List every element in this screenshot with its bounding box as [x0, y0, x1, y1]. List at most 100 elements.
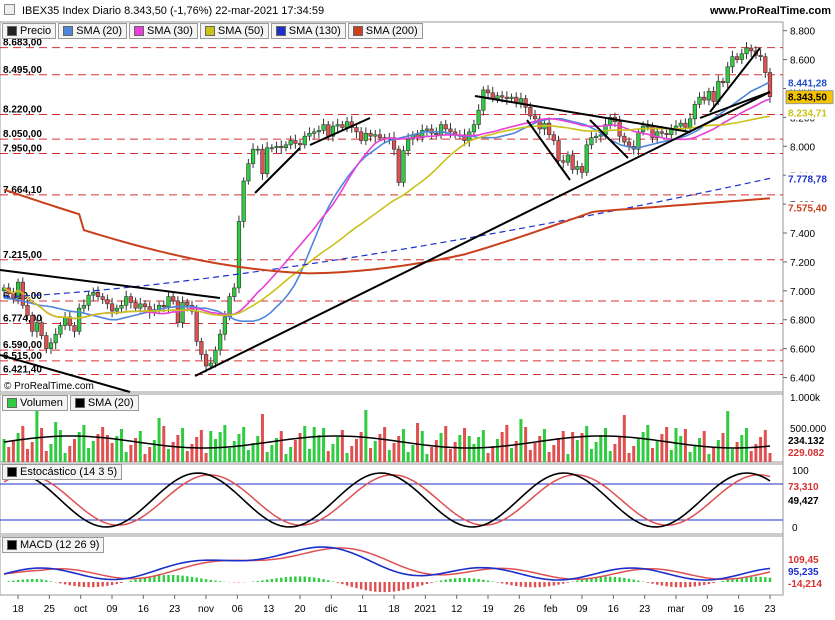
macd-histogram-bar: [416, 582, 419, 587]
macd-histogram-bar: [637, 580, 640, 582]
candle: [326, 124, 331, 137]
sma200-line: [3, 188, 771, 275]
candle: [67, 316, 72, 326]
volume-bar: [166, 449, 170, 462]
volume-bar: [651, 448, 655, 462]
macd-histogram-bar: [289, 576, 292, 582]
macd-histogram-bar: [322, 579, 325, 582]
volume-bar: [275, 438, 279, 462]
volume-bar: [618, 437, 622, 462]
candle: [312, 131, 317, 134]
macd-histogram-bar: [312, 577, 316, 582]
candle: [297, 143, 303, 146]
volume-bar: [171, 442, 175, 462]
volume-bar: [754, 444, 758, 462]
candle: [504, 96, 509, 99]
volume-bar: [505, 425, 509, 462]
macd-histogram-bar: [740, 577, 744, 582]
macd-histogram-bar: [129, 580, 133, 582]
macd-histogram-bar: [209, 579, 212, 582]
candle: [561, 160, 566, 163]
volume-bar: [138, 431, 142, 462]
collapse-toggle-icon[interactable]: [4, 4, 15, 15]
macd-histogram-bar: [712, 582, 715, 584]
macd-histogram-bar: [491, 581, 494, 582]
macd-histogram-bar: [768, 577, 772, 582]
volume-bar: [575, 440, 579, 462]
volume-bar: [25, 449, 29, 462]
price-legend-item[interactable]: SMA (30): [129, 23, 198, 39]
volume-legend: Volumen SMA (20): [2, 395, 141, 411]
candle: [688, 118, 693, 128]
macd-histogram-bar: [500, 582, 504, 584]
macd-histogram-bar: [529, 582, 532, 588]
stoch-axis-label: 0: [792, 523, 798, 534]
candle: [622, 135, 627, 143]
x-axis-label: 18: [12, 604, 24, 615]
price-legend-item[interactable]: SMA (50): [199, 23, 269, 39]
candle: [443, 124, 448, 130]
chart-header: IBEX35 Index Diario 8.343,50 (-1,76%) 22…: [0, 0, 835, 22]
volume-bar: [91, 441, 95, 462]
candle: [58, 325, 63, 335]
volume-legend-item[interactable]: Volumen: [2, 395, 68, 411]
x-axis-label: 20: [294, 604, 306, 615]
candle: [594, 135, 599, 138]
candle: [448, 128, 453, 133]
candle: [269, 147, 274, 150]
volume-legend-item[interactable]: SMA (20): [69, 395, 139, 411]
stoch-legend-item[interactable]: Estocástico (14 3 5): [2, 464, 123, 480]
legend-swatch-icon: [7, 540, 17, 550]
volume-bar: [749, 451, 753, 462]
macd-histogram-bar: [134, 579, 137, 582]
x-axis-label: 23: [169, 604, 181, 615]
candle: [246, 163, 251, 182]
macd-histogram-bar: [120, 582, 123, 584]
macd-line: [3, 546, 771, 581]
volume-bar: [735, 442, 739, 462]
x-axis-label: 11: [357, 604, 368, 615]
macd-histogram-bar: [359, 582, 363, 590]
candle: [626, 141, 632, 147]
volume-tag: 234.132: [788, 436, 825, 447]
candle: [44, 335, 49, 349]
legend-swatch-icon: [63, 26, 74, 36]
macd-histogram-bar: [421, 582, 424, 586]
candle: [725, 66, 730, 84]
candle: [711, 91, 716, 102]
legend-label: Estocástico (14 3 5): [20, 466, 118, 478]
volume-bar: [124, 452, 128, 462]
volume-bar: [434, 440, 438, 462]
candle: [316, 130, 321, 133]
macd-histogram-bar: [632, 579, 635, 582]
candle: [528, 106, 533, 117]
volume-bar: [129, 445, 133, 462]
volume-bar: [481, 430, 485, 462]
candle: [720, 80, 726, 84]
volume-bar: [599, 435, 603, 462]
volume-bar: [303, 426, 307, 462]
macd-histogram-bar: [388, 582, 391, 592]
price-legend-item[interactable]: SMA (130): [270, 23, 346, 39]
macd-histogram-bar: [698, 582, 701, 586]
macd-histogram-bar: [110, 582, 114, 586]
candle: [39, 322, 44, 336]
x-axis-label: 13: [263, 604, 275, 615]
price-tag: [786, 172, 833, 186]
x-axis-label: oct: [74, 604, 88, 615]
volume-bar: [359, 432, 363, 462]
price-legend-item[interactable]: Precio: [2, 23, 57, 39]
macd-histogram-bar: [703, 582, 706, 586]
volume-bar: [608, 451, 612, 462]
candle: [307, 132, 312, 137]
macd-histogram-bar: [623, 577, 626, 582]
volume-bar: [387, 450, 391, 462]
macd-histogram-bar: [171, 574, 175, 582]
price-legend-item[interactable]: SMA (20): [58, 23, 128, 39]
macd-legend-item[interactable]: MACD (12 26 9): [2, 537, 105, 553]
price-legend-item[interactable]: SMA (200): [347, 23, 423, 39]
volume-bar: [49, 444, 53, 462]
macd-histogram-bar: [40, 579, 43, 582]
legend-swatch-icon: [7, 398, 17, 408]
